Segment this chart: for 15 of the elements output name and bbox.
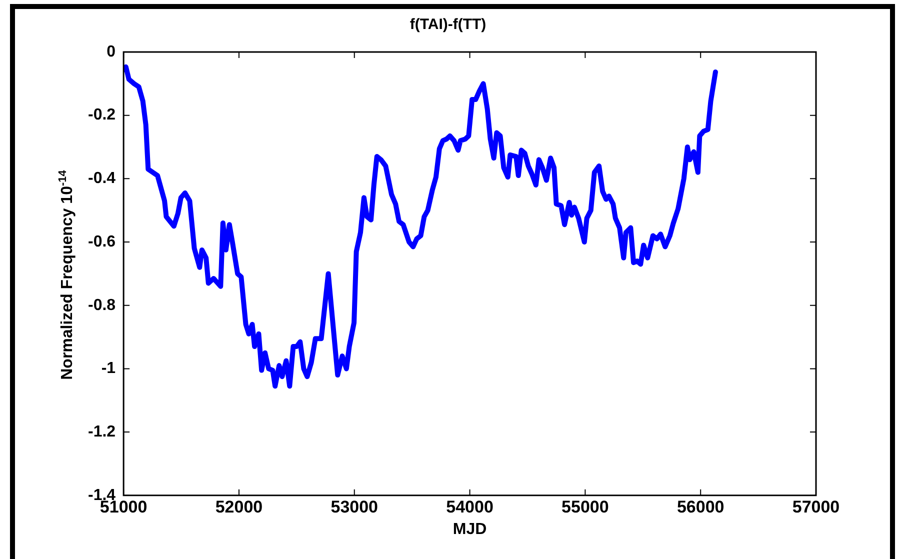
x-tick-label: 54000 [446,497,494,516]
y-tick-label: -0.4 [88,170,116,188]
y-tick-label: -0.2 [88,106,116,124]
chart-title: f(TAI)-f(TT) [410,16,486,34]
x-tick-label: 55000 [562,497,609,516]
y-tick-label: -1.2 [88,423,116,440]
x-axis-title: MJD [452,520,487,538]
y-tick-label: 0 [106,43,116,60]
x-tick-label: 53000 [330,497,378,516]
y-tick-label: -0.6 [88,233,116,250]
x-tick-label: 56000 [676,497,724,516]
x-tick-label: 57000 [792,497,840,516]
y-tick-label: -0.8 [88,296,116,314]
x-tick-label: 52000 [215,497,263,516]
y-tick-label: -1 [101,360,116,378]
